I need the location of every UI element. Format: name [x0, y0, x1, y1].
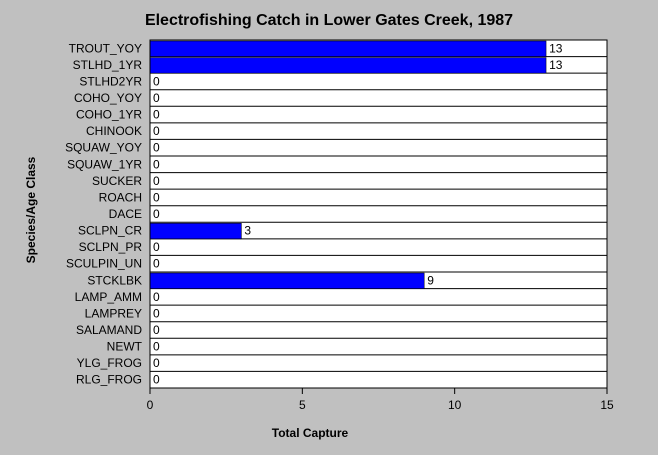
category-label: SCLPN_PR: [79, 240, 143, 254]
x-axis-title: Total Capture: [271, 426, 349, 440]
value-label: 13: [549, 58, 563, 72]
category-label: STCKLBK: [87, 273, 142, 287]
value-label: 0: [153, 108, 160, 122]
bar-stcklbk: [149, 272, 425, 289]
value-label: 0: [153, 373, 160, 387]
category-label: LAMPREY: [85, 306, 142, 320]
category-label: SQUAW_YOY: [65, 141, 142, 155]
category-label: CHINOOK: [86, 124, 142, 138]
category-label: SUCKER: [92, 174, 142, 188]
category-label: SCLPN_CR: [78, 224, 142, 238]
category-label: RLG_FROG: [76, 373, 142, 387]
value-label: 3: [244, 224, 251, 238]
bar-sclpn-cr: [149, 223, 242, 240]
category-label: SCULPIN_UN: [66, 257, 142, 271]
value-label: 0: [153, 124, 160, 138]
value-label: 0: [153, 74, 160, 88]
x-tick-label: 10: [448, 398, 462, 412]
x-tick-label: 5: [299, 398, 306, 412]
value-label: 0: [153, 91, 160, 105]
value-label: 0: [153, 257, 160, 271]
value-label: 9: [427, 273, 434, 287]
category-label: LAMP_AMM: [75, 290, 142, 304]
value-label: 0: [153, 306, 160, 320]
value-label: 0: [153, 240, 160, 254]
value-label: 0: [153, 340, 160, 354]
value-label: 0: [153, 290, 160, 304]
category-label: ROACH: [99, 190, 142, 204]
category-label: SALAMAND: [76, 323, 142, 337]
x-tick-label: 0: [147, 398, 154, 412]
category-label: COHO_YOY: [74, 91, 142, 105]
category-label: STLHD_1YR: [73, 58, 143, 72]
category-label: SQUAW_1YR: [67, 157, 142, 171]
plot-area: [150, 40, 607, 388]
x-tick-label: 15: [600, 398, 614, 412]
value-label: 13: [549, 41, 563, 55]
value-label: 0: [153, 157, 160, 171]
category-label: STLHD2YR: [79, 74, 142, 88]
value-label: 0: [153, 207, 160, 221]
category-label: COHO_1YR: [76, 108, 142, 122]
category-label: DACE: [109, 207, 142, 221]
category-label: NEWT: [107, 340, 143, 354]
category-label: YLG_FROG: [77, 356, 142, 370]
value-label: 0: [153, 141, 160, 155]
bar-stlhd-1yr: [149, 57, 547, 74]
plot-border: [149, 39, 608, 389]
value-label: 0: [153, 356, 160, 370]
value-label: 0: [153, 190, 160, 204]
bar-trout-yoy: [149, 40, 547, 57]
value-label: 0: [153, 323, 160, 337]
chart-title: Electrofishing Catch in Lower Gates Cree…: [144, 12, 514, 29]
value-label: 0: [153, 174, 160, 188]
category-label: TROUT_YOY: [69, 41, 142, 55]
